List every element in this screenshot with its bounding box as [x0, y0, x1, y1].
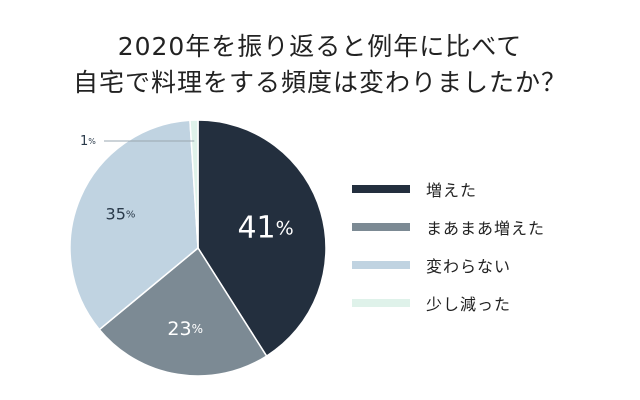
slice-label-2: 23% — [167, 317, 203, 339]
chart-title-line-1: 2020年を振り返ると例年に比べて — [117, 32, 523, 61]
pie-slice-3 — [69, 119, 199, 331]
legend-item-4: 少し減った — [352, 284, 545, 322]
legend-item-2: まあまあ増えた — [352, 208, 545, 246]
legend-swatch — [352, 223, 410, 231]
chart-title-line-2: 自宅で料理をする頻度は変わりましたか？ — [72, 68, 567, 97]
legend: 増えたまあまあ増えた 変わらない少し減った — [352, 170, 545, 322]
pie-slice-2 — [98, 246, 268, 377]
legend-label: 変わらない — [426, 257, 512, 276]
legend-label: 少し減った — [426, 295, 512, 314]
legend-swatch — [352, 299, 410, 307]
slice-label-4: 1% — [80, 134, 96, 149]
legend-swatch — [352, 185, 410, 193]
legend-item-1: 増えた — [352, 170, 545, 208]
pie-slice-4 — [189, 119, 199, 249]
legend-swatch — [352, 261, 410, 269]
legend-label: まあまあ増えた — [426, 219, 546, 238]
legend-item-3: 変わらない — [352, 246, 545, 284]
slice-label-1: 41% — [237, 210, 293, 245]
slice-label-3: 35% — [106, 204, 136, 223]
legend-label: 増えた — [426, 181, 478, 200]
